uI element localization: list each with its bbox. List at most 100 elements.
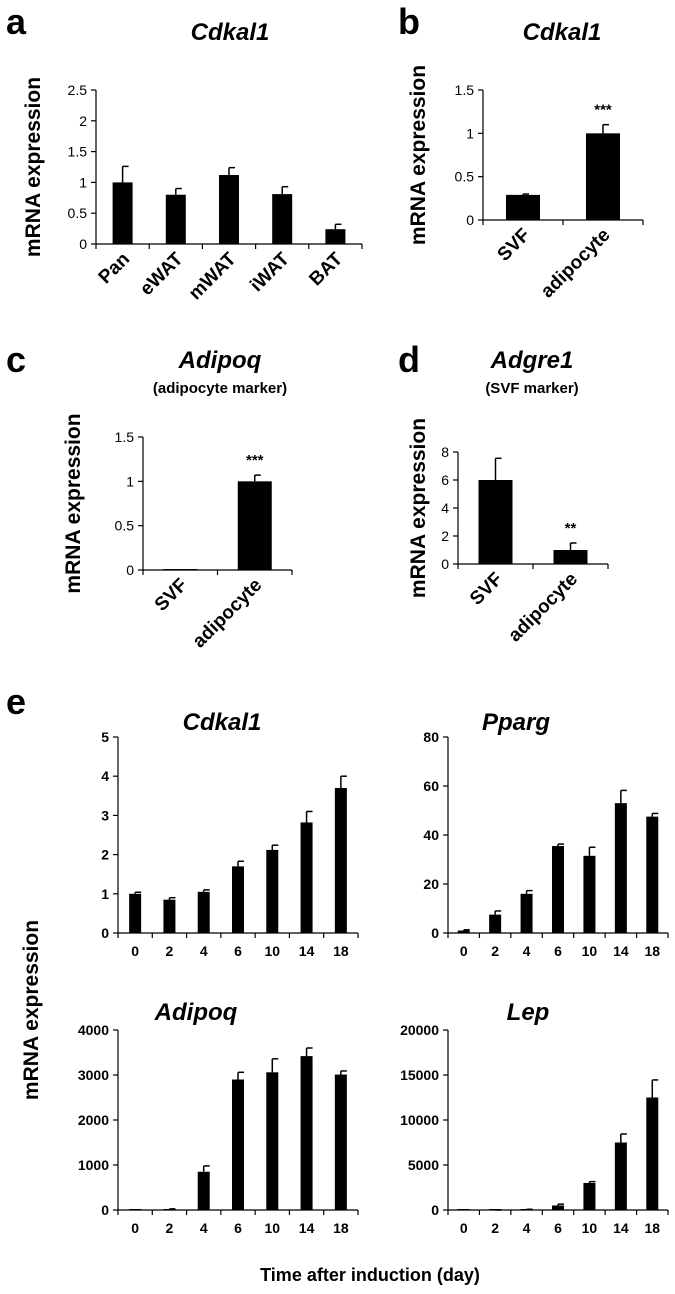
chart-e3-category-label: 6 bbox=[234, 1220, 242, 1236]
chart-a-bar bbox=[112, 182, 133, 244]
chart-e2-ytick-label: 60 bbox=[423, 778, 439, 794]
chart-e2-category-label: 14 bbox=[613, 943, 629, 959]
chart-e3-bar bbox=[129, 1209, 142, 1210]
chart-c-ytick-label: 0.5 bbox=[115, 518, 135, 534]
chart-c-ytick-label: 1 bbox=[126, 473, 134, 489]
chart-e1-ytick-label: 3 bbox=[101, 807, 109, 823]
chart-c-ytick-label: 0 bbox=[126, 562, 134, 578]
chart-e3-category-label: 0 bbox=[131, 1220, 139, 1236]
chart-d-significance: ** bbox=[565, 520, 577, 537]
chart-b-ytick-label: 0 bbox=[466, 212, 474, 228]
chart-a: Cdkal1 mRNA expression 0 0.5 1 1.5 2 2.5 Pan eWAT… bbox=[22, 19, 363, 304]
chart-d-bar bbox=[553, 550, 588, 564]
panel-label-e: e bbox=[6, 681, 26, 722]
chart-e1-category-label: 4 bbox=[200, 943, 208, 959]
chart-e3-bar bbox=[266, 1072, 279, 1210]
chart-e3-category-label: 10 bbox=[264, 1220, 280, 1236]
chart-a-ytick-label: 0.5 bbox=[68, 205, 88, 221]
chart-e3-bar bbox=[300, 1056, 313, 1210]
chart-e1-ytick-label: 4 bbox=[101, 768, 109, 784]
chart-e4-bar bbox=[646, 1097, 659, 1210]
chart-e2-bar bbox=[489, 914, 502, 933]
chart-e1-bar bbox=[266, 849, 279, 933]
chart-e2-category-label: 10 bbox=[582, 943, 598, 959]
chart-e3-ytick-label: 3000 bbox=[78, 1067, 109, 1083]
chart-d-ytick-label: 6 bbox=[441, 472, 449, 488]
chart-a-ylabel: mRNA expression bbox=[22, 77, 45, 257]
chart-e4-category-label: 0 bbox=[460, 1220, 468, 1236]
chart-e1-ytick-label: 2 bbox=[101, 847, 109, 863]
chart-e1-bar bbox=[129, 893, 142, 933]
chart-d-ytick-label: 8 bbox=[441, 444, 449, 460]
chart-e1: Cdkal1 0 1 2 3 4 5 0 2 4 6 10 14 18 bbox=[101, 709, 359, 959]
chart-e2-ytick-label: 40 bbox=[423, 827, 439, 843]
chart-c-bar bbox=[163, 569, 198, 570]
chart-e1-category-label: 0 bbox=[131, 943, 139, 959]
chart-a-category-label: iWAT bbox=[246, 248, 294, 296]
panel-label-b: b bbox=[398, 1, 420, 42]
chart-a-category-label: Pan bbox=[95, 249, 134, 288]
chart-e3-ytick-label: 4000 bbox=[78, 1022, 109, 1038]
chart-e1-category-label: 10 bbox=[264, 943, 280, 959]
panel-label-c: c bbox=[6, 339, 26, 380]
chart-e2-bar bbox=[646, 816, 659, 933]
chart-e4-bar bbox=[552, 1205, 564, 1210]
chart-e4-category-label: 2 bbox=[491, 1220, 499, 1236]
chart-b-ytick-label: 0.5 bbox=[455, 169, 475, 185]
chart-e3-category-label: 14 bbox=[299, 1220, 315, 1236]
chart-d-ylabel: mRNA expression bbox=[407, 418, 430, 598]
chart-e2-bar bbox=[614, 803, 627, 933]
chart-e2-bar bbox=[552, 846, 564, 933]
chart-b-title: Cdkal1 bbox=[523, 19, 602, 46]
chart-c-ytick-label: 1.5 bbox=[115, 429, 135, 445]
chart-e2-category-label: 0 bbox=[460, 943, 468, 959]
chart-b: Cdkal1 mRNA expression 0 0.5 1 1.5 SVF *** adipo… bbox=[407, 19, 644, 303]
chart-e1-ytick-label: 0 bbox=[101, 925, 109, 941]
chart-e1-ytick-label: 5 bbox=[101, 729, 109, 745]
chart-c-title: Adipoq bbox=[178, 347, 262, 374]
chart-e3-ytick-label: 0 bbox=[101, 1202, 109, 1218]
chart-b-ytick-label: 1.5 bbox=[455, 82, 475, 98]
chart-e1-bar bbox=[334, 787, 347, 933]
chart-e3-bar bbox=[232, 1079, 244, 1210]
chart-e2-ytick-label: 80 bbox=[423, 729, 439, 745]
chart-e1-category-label: 18 bbox=[333, 943, 349, 959]
chart-c-significance: *** bbox=[246, 452, 264, 469]
chart-d-ytick-label: 2 bbox=[441, 528, 449, 544]
chart-b-category-label: SVF bbox=[494, 225, 535, 266]
chart-a-ytick-label: 2.5 bbox=[68, 82, 88, 98]
chart-e2: Pparg 0 20 40 60 80 0 2 4 6 10 14 18 bbox=[423, 709, 669, 959]
chart-a-ytick-label: 1.5 bbox=[68, 144, 88, 160]
chart-a-ytick-label: 2 bbox=[79, 113, 87, 129]
chart-e2-title: Pparg bbox=[482, 709, 550, 736]
chart-e2-category-label: 4 bbox=[523, 943, 531, 959]
chart-e2-category-label: 18 bbox=[644, 943, 660, 959]
chart-e3-title: Adipoq bbox=[154, 999, 238, 1026]
chart-e1-bar bbox=[163, 899, 176, 933]
chart-b-ylabel: mRNA expression bbox=[407, 65, 430, 245]
chart-e3-category-label: 18 bbox=[333, 1220, 349, 1236]
chart-e3: Adipoq 0 1000 2000 3000 4000 0 2 4 6 10 14 18 bbox=[78, 999, 359, 1236]
chart-e4-ytick-label: 10000 bbox=[400, 1112, 439, 1128]
chart-e2-category-label: 6 bbox=[554, 943, 562, 959]
chart-d: Adgre1 (SVF marker) mRNA expression 0 2 4 6 8 SV… bbox=[407, 347, 609, 647]
chart-a-bar bbox=[272, 194, 293, 244]
chart-e1-category-label: 2 bbox=[166, 943, 174, 959]
chart-a-bar bbox=[325, 229, 346, 244]
chart-e1-category-label: 6 bbox=[234, 943, 242, 959]
chart-b-bar bbox=[586, 133, 620, 220]
chart-a-category-label: mWAT bbox=[185, 248, 241, 304]
chart-e1-category-label: 14 bbox=[299, 943, 315, 959]
chart-e4-category-label: 6 bbox=[554, 1220, 562, 1236]
panel-label-a: a bbox=[6, 1, 27, 42]
chart-b-category-label: adipocyte bbox=[537, 225, 615, 303]
panel-e-ylabel: mRNA expression bbox=[20, 920, 43, 1100]
chart-d-category-label: adipocyte bbox=[504, 569, 582, 647]
chart-d-bar bbox=[478, 480, 513, 564]
chart-e2-bar bbox=[520, 893, 533, 933]
chart-e2-ytick-label: 20 bbox=[423, 876, 439, 892]
chart-c-subtitle: (adipocyte marker) bbox=[153, 380, 287, 397]
chart-d-ytick-label: 0 bbox=[441, 556, 449, 572]
chart-a-category-label: eWAT bbox=[136, 248, 187, 299]
